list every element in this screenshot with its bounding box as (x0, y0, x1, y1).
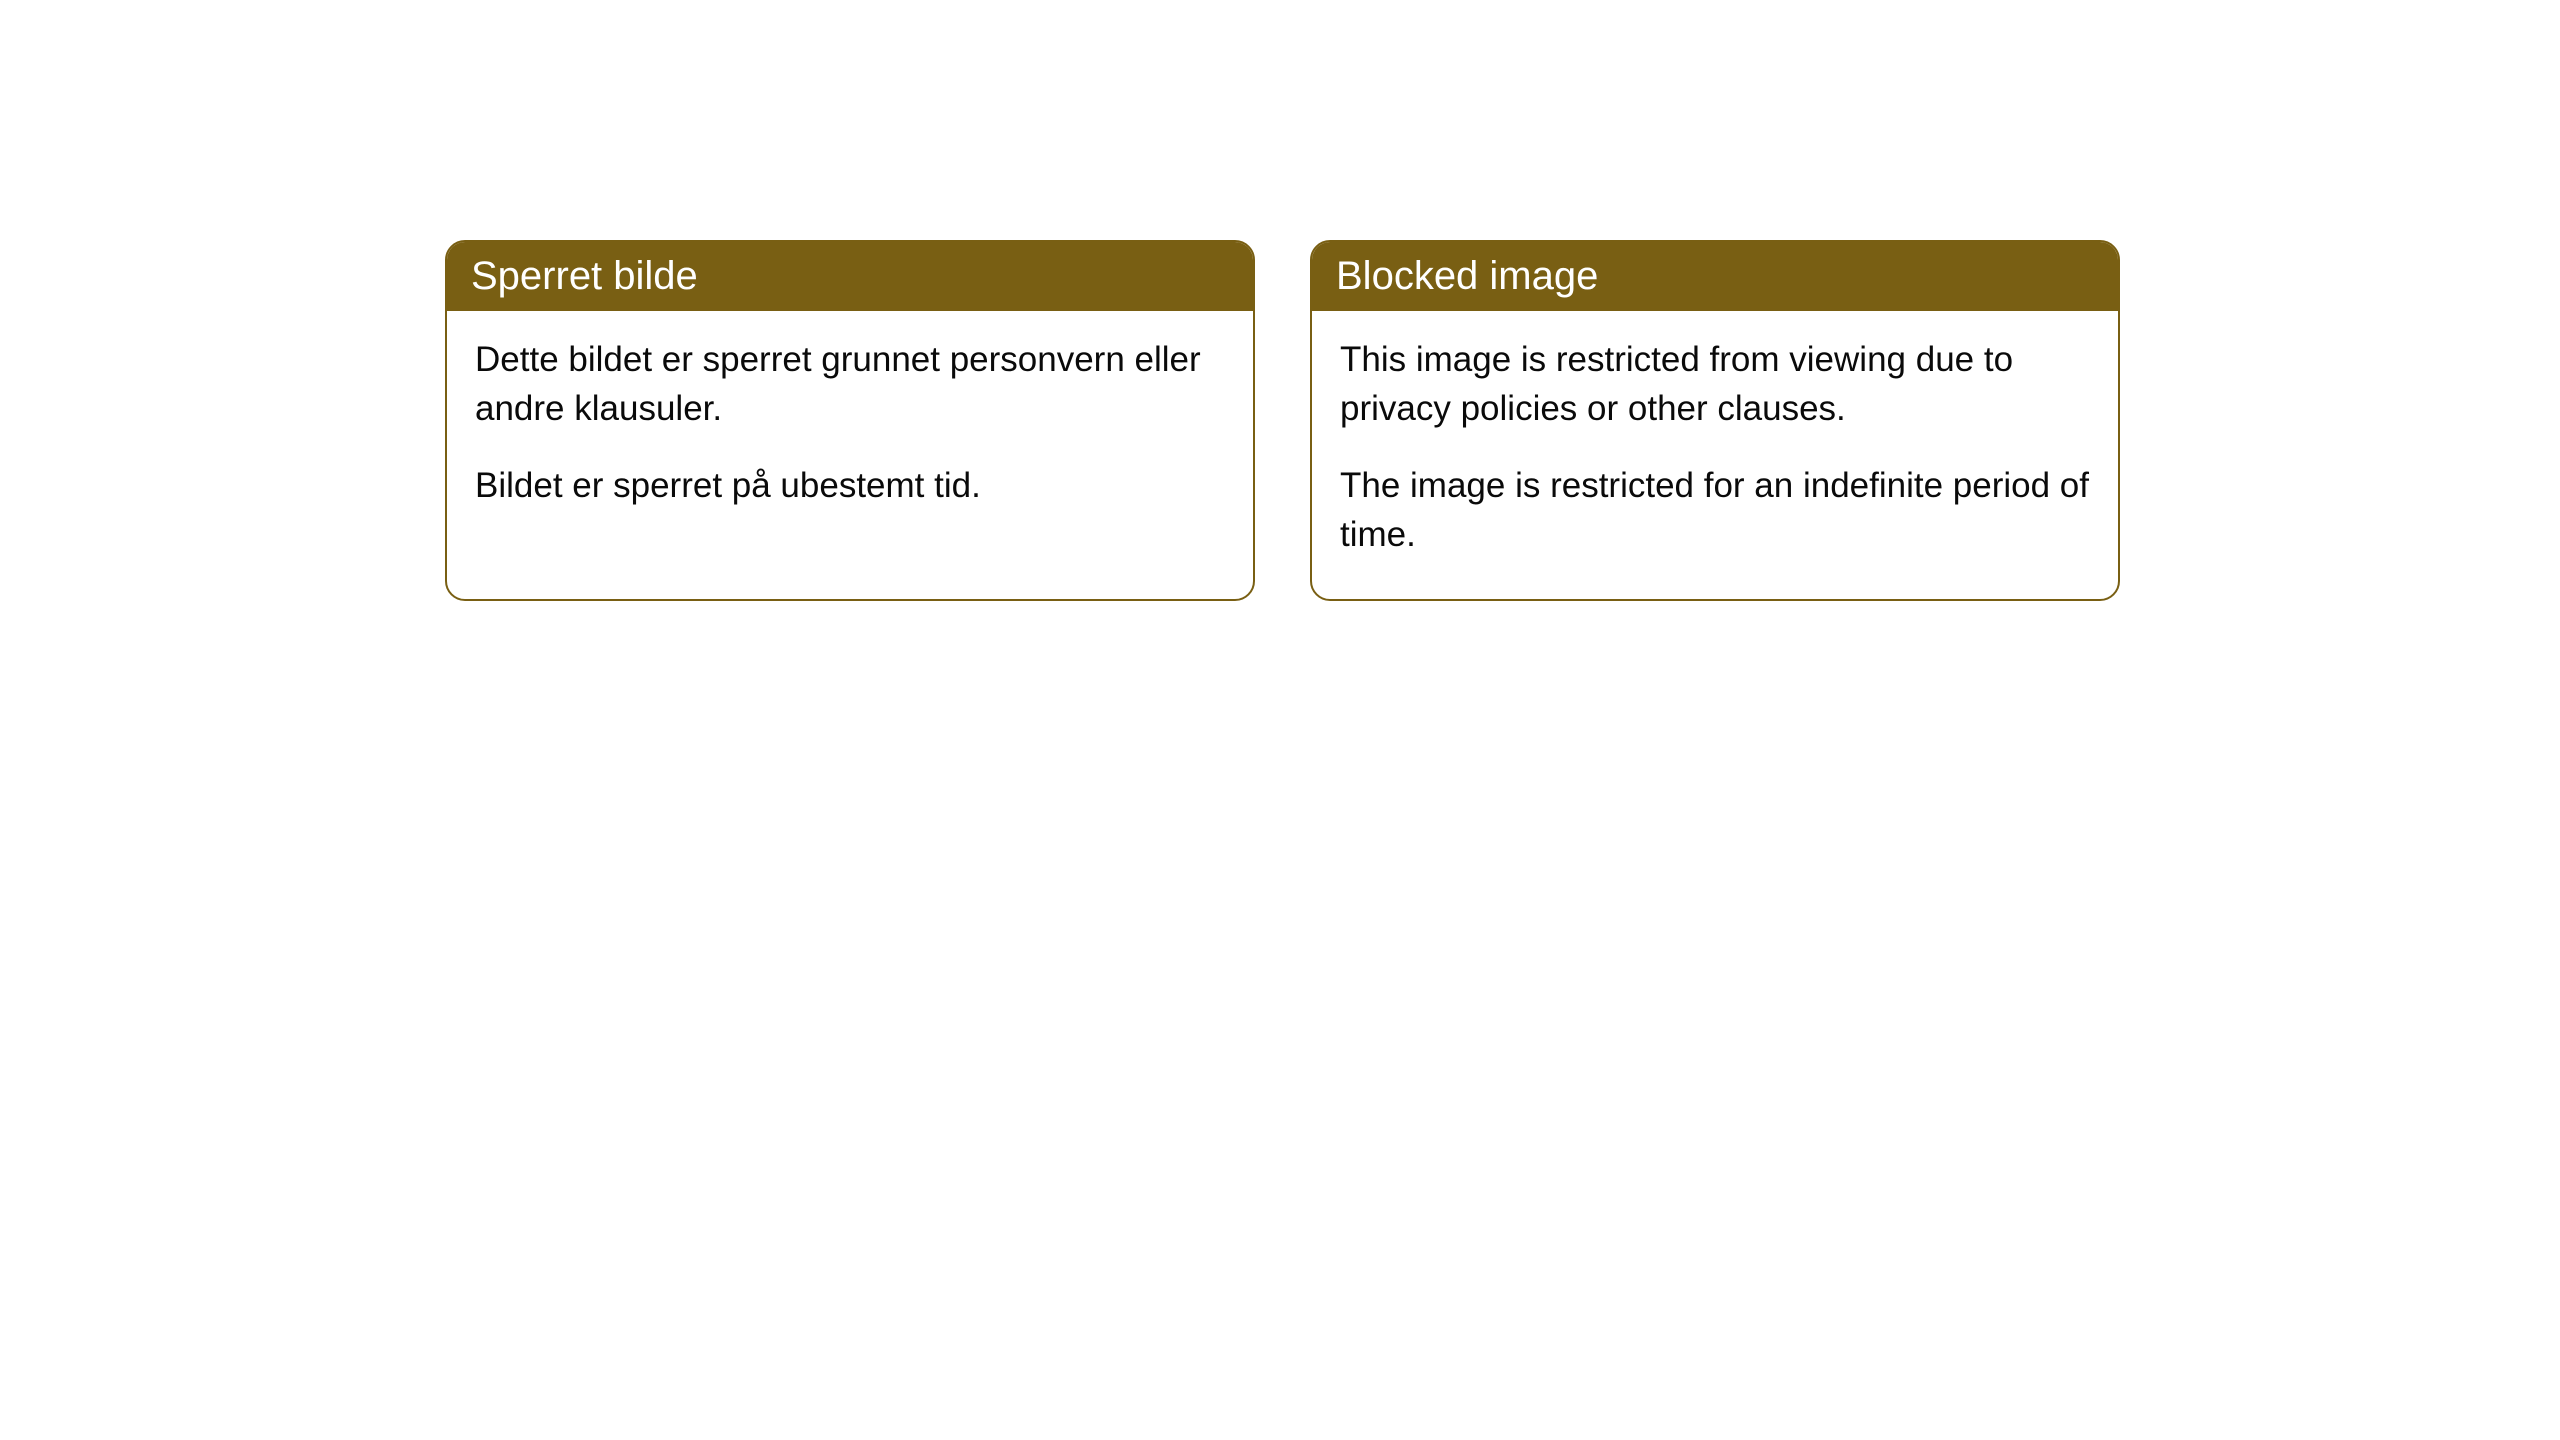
card-norwegian: Sperret bilde Dette bildet er sperret gr… (445, 240, 1255, 601)
card-paragraph: The image is restricted for an indefinit… (1340, 461, 2090, 559)
card-paragraph: This image is restricted from viewing du… (1340, 335, 2090, 433)
card-body-english: This image is restricted from viewing du… (1312, 311, 2118, 599)
card-title: Sperret bilde (471, 254, 698, 298)
card-paragraph: Dette bildet er sperret grunnet personve… (475, 335, 1225, 433)
card-body-norwegian: Dette bildet er sperret grunnet personve… (447, 311, 1253, 550)
card-title: Blocked image (1336, 254, 1598, 298)
card-header-norwegian: Sperret bilde (447, 242, 1253, 311)
card-header-english: Blocked image (1312, 242, 2118, 311)
card-english: Blocked image This image is restricted f… (1310, 240, 2120, 601)
cards-container: Sperret bilde Dette bildet er sperret gr… (445, 240, 2120, 601)
card-paragraph: Bildet er sperret på ubestemt tid. (475, 461, 1225, 510)
